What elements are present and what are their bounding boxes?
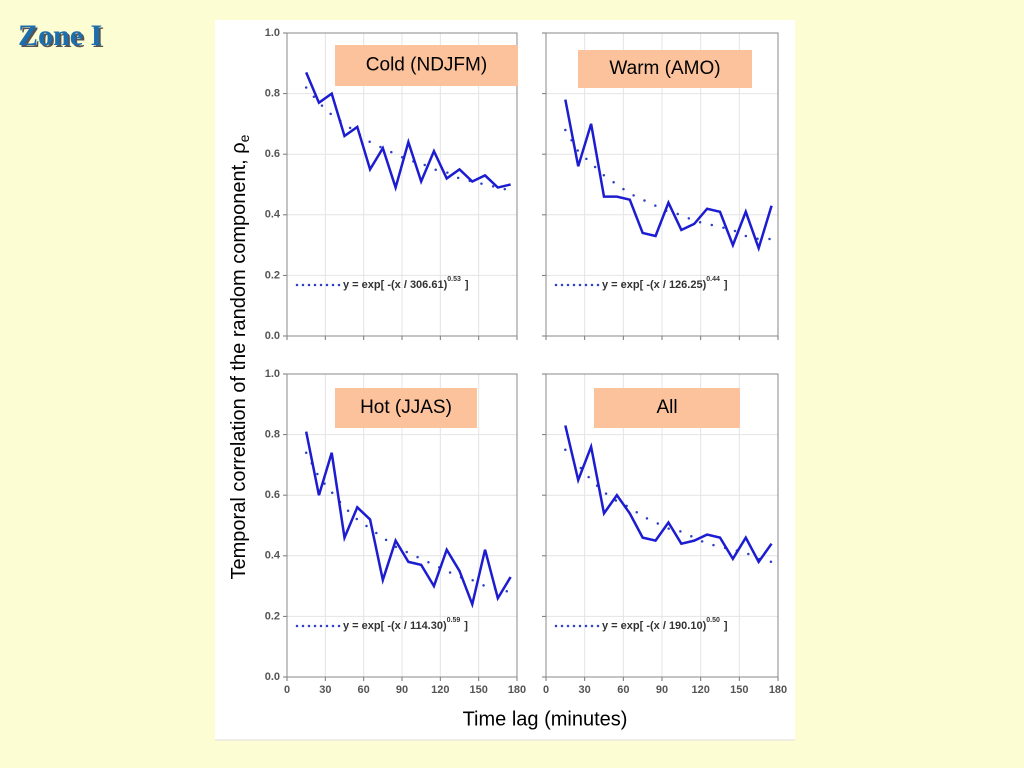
x-tick-label: 180 xyxy=(769,684,787,696)
panel-label: Warm (AMO) xyxy=(609,58,720,79)
x-tick-label: 90 xyxy=(656,684,668,696)
legend-exponent: 0.59 xyxy=(447,617,461,624)
legend-name: y = exp[ -(x / 306.61) xyxy=(343,279,448,291)
y-axis-label: Temporal correlation of the random compo… xyxy=(228,134,251,579)
panel: y = exp[ -(x / 126.25)0.44] Warm (AMO) xyxy=(542,32,779,340)
plot-frame xyxy=(545,32,779,337)
x-tick-label: 0 xyxy=(543,684,549,696)
data-line xyxy=(305,71,511,192)
y-tick-label: 0.8 xyxy=(265,88,280,100)
y-tick-label: 0.6 xyxy=(265,148,280,160)
legend-suffix: ] xyxy=(465,279,469,291)
plot-frame xyxy=(286,373,518,678)
x-tick-label: 60 xyxy=(617,684,629,696)
x-tick-label: 30 xyxy=(579,684,591,696)
panel-label-box xyxy=(335,388,477,428)
plot-frame xyxy=(545,373,779,678)
x-tick-label: 30 xyxy=(319,684,331,696)
y-axis-label-main: Temporal correlation of the random compo… xyxy=(228,142,250,579)
legend-suffix: ] xyxy=(464,620,468,632)
panel: 0 30 60 90 120 150 180 y = exp[ -(x / 190.10)0.… xyxy=(542,373,787,696)
legend-suffix: ] xyxy=(724,620,728,632)
panel: 0.0 0.2 0.4 0.6 0.8 1.0 y = exp[ -(x / 306.61)… xyxy=(265,27,518,342)
legend-exponent: 0.53 xyxy=(447,276,461,283)
panel-label-box xyxy=(594,388,740,428)
panel-label-box xyxy=(335,45,518,86)
x-axis-label: Time lag (minutes) xyxy=(463,708,628,730)
plot-frame xyxy=(286,32,518,337)
legend-name: y = exp[ -(x / 190.10) xyxy=(602,620,707,632)
x-tick-label: 120 xyxy=(691,684,709,696)
legend-entry: y = exp[ -(x / 114.30)0.59] xyxy=(343,617,468,632)
x-tick-label: 150 xyxy=(730,684,748,696)
legend-exponent: 0.50 xyxy=(706,617,720,624)
y-tick-label: 1.0 xyxy=(265,368,280,380)
x-tick-label: 60 xyxy=(358,684,370,696)
legend-entry: y = exp[ -(x / 190.10)0.50] xyxy=(602,617,728,632)
y-axis-label-background xyxy=(222,65,256,650)
data-line xyxy=(304,431,512,609)
legend-entry: y = exp[ -(x / 126.25)0.44] xyxy=(602,276,728,291)
x-tick-label: 0 xyxy=(284,684,290,696)
panel-label: All xyxy=(656,397,677,418)
panel-label: Hot (JJAS) xyxy=(360,397,452,418)
x-tick-label: 90 xyxy=(396,684,408,696)
x-tick-label: 150 xyxy=(469,684,487,696)
x-axis-label-background xyxy=(430,703,660,735)
legend-exponent: 0.44 xyxy=(706,276,720,283)
x-tick-label: 120 xyxy=(431,684,449,696)
legend-entry: y = exp[ -(x / 306.61)0.53] xyxy=(343,276,469,291)
data-line xyxy=(564,99,773,253)
y-axis-label-subscript: e xyxy=(236,134,252,142)
y-tick-label: 0.0 xyxy=(265,330,280,342)
y-tick-label: 0.4 xyxy=(265,550,281,562)
y-tick-label: 0.6 xyxy=(265,489,280,501)
x-tick-label: 180 xyxy=(508,684,526,696)
legend-name: y = exp[ -(x / 126.25) xyxy=(602,279,707,291)
y-tick-label: 0.8 xyxy=(265,429,280,441)
legend-suffix: ] xyxy=(724,279,728,291)
title-shadow: Zone I xyxy=(20,21,104,54)
panel: 0.0 0.2 0.4 0.6 0.8 1.0 0 30 60 90 120 150 180 y = ex… xyxy=(265,368,526,696)
y-tick-label: 0.2 xyxy=(265,269,280,281)
data-line xyxy=(564,425,773,565)
y-tick-label: 1.0 xyxy=(265,27,280,39)
panel-label-box xyxy=(578,50,752,88)
y-tick-label: 0.0 xyxy=(265,671,280,683)
panel-label: Cold (NDJFM) xyxy=(366,55,487,76)
slide-title: Zone I xyxy=(18,19,102,52)
y-tick-label: 0.4 xyxy=(265,209,281,221)
legend-name: y = exp[ -(x / 114.30) xyxy=(343,620,447,632)
y-tick-label: 0.2 xyxy=(265,610,280,622)
